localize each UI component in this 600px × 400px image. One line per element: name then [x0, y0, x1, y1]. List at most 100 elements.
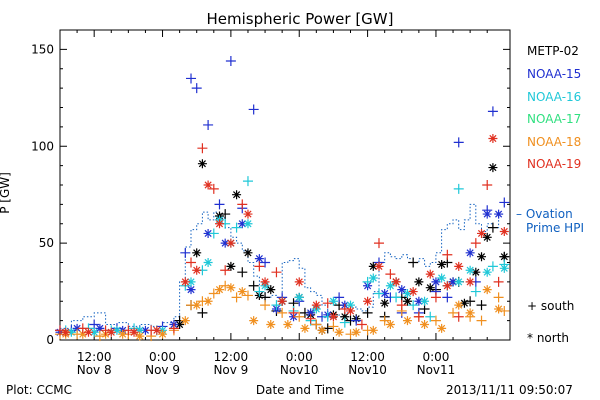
south-marker — [408, 300, 419, 311]
north-marker — [420, 296, 430, 306]
north-marker — [488, 134, 498, 143]
south-marker — [260, 300, 271, 311]
north-marker — [203, 258, 213, 267]
south-marker — [225, 56, 236, 66]
x-tick-label-time: 0:00 — [149, 350, 176, 364]
north-marker — [380, 289, 390, 298]
south-marker — [476, 300, 487, 311]
north-marker — [317, 325, 327, 335]
north-marker — [454, 300, 464, 310]
south-marker — [248, 104, 259, 115]
north-marker — [482, 232, 492, 242]
south-marker — [351, 315, 362, 326]
south-marker — [208, 228, 219, 239]
north-marker — [306, 308, 316, 318]
south-marker — [430, 292, 441, 303]
ovation-label-1: – Ovation — [516, 207, 573, 221]
x-tick-label-time: 0:00 — [286, 350, 313, 364]
north-marker — [192, 300, 202, 310]
south-marker — [208, 183, 219, 194]
south-marker — [379, 315, 390, 326]
north-marker — [300, 323, 310, 333]
north-marker-key: * north — [527, 331, 570, 345]
legend-noaa-16: NOAA-16 — [527, 90, 582, 104]
north-marker — [488, 163, 498, 173]
north-marker — [140, 325, 150, 335]
north-marker — [294, 277, 304, 287]
south-marker — [248, 280, 259, 291]
north-marker — [197, 159, 207, 169]
north-marker — [346, 306, 356, 316]
north-marker — [442, 281, 452, 291]
north-marker — [420, 320, 430, 329]
south-marker — [453, 183, 464, 194]
north-marker — [477, 252, 487, 262]
south-marker — [334, 292, 345, 303]
north-marker — [95, 323, 105, 333]
legend-noaa-15: NOAA-15 — [527, 67, 582, 81]
south-marker — [186, 73, 197, 84]
north-marker — [226, 283, 236, 293]
south-marker — [373, 238, 384, 249]
north-marker — [328, 312, 338, 322]
y-axis-label: P [GW] — [0, 172, 12, 214]
north-marker — [465, 308, 475, 318]
north-marker — [180, 316, 190, 326]
south-marker — [77, 323, 88, 334]
north-marker — [203, 296, 213, 306]
north-marker — [83, 327, 93, 337]
north-marker — [351, 327, 361, 337]
north-marker — [311, 300, 321, 310]
south-marker — [448, 307, 459, 318]
north-marker — [368, 273, 378, 283]
north-marker — [192, 265, 202, 275]
north-marker — [465, 248, 475, 258]
south-marker — [487, 106, 498, 117]
south-marker — [186, 257, 197, 268]
north-marker — [203, 228, 213, 238]
north-marker — [226, 261, 236, 271]
south-marker — [408, 257, 419, 268]
south-marker — [197, 143, 208, 154]
north-marker — [226, 238, 236, 248]
south-marker — [413, 311, 424, 322]
ovation-label-2: Prime HPI — [526, 221, 584, 235]
north-marker — [499, 227, 509, 236]
north-marker — [214, 219, 224, 229]
south-marker — [191, 83, 202, 94]
x-tick-label-date: Nov10 — [280, 363, 319, 377]
north-marker — [374, 261, 384, 271]
north-marker — [425, 269, 435, 279]
north-marker — [237, 219, 247, 229]
south-marker — [180, 247, 191, 258]
y-tick-label: 0 — [46, 333, 54, 347]
north-marker — [237, 287, 247, 297]
north-marker — [129, 327, 139, 337]
south-marker — [493, 292, 504, 303]
south-marker — [237, 267, 248, 278]
north-marker — [425, 283, 435, 293]
north-marker — [243, 209, 253, 219]
legend-noaa-18: NOAA-18 — [527, 135, 582, 149]
south-marker-key: + south — [527, 299, 575, 313]
north-marker — [437, 273, 447, 283]
plot-credit: Plot: CCMC — [6, 383, 72, 397]
south-marker — [322, 298, 333, 309]
south-marker — [356, 319, 367, 330]
south-marker — [396, 300, 407, 311]
south-marker — [208, 288, 219, 299]
north-marker — [135, 331, 145, 341]
south-marker — [231, 292, 242, 303]
north-marker — [249, 316, 259, 326]
south-marker — [373, 288, 384, 299]
south-marker — [385, 269, 396, 280]
south-marker — [237, 199, 248, 210]
north-marker — [368, 261, 378, 271]
north-marker — [294, 292, 304, 302]
north-marker — [448, 277, 458, 287]
south-marker — [254, 286, 265, 297]
north-marker — [482, 267, 492, 277]
north-marker — [459, 298, 469, 308]
north-marker — [482, 285, 492, 295]
north-marker — [454, 261, 464, 271]
